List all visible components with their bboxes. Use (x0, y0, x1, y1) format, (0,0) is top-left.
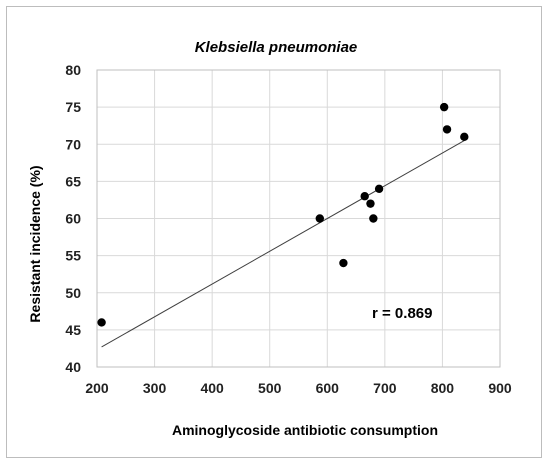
y-tick-label: 40 (65, 359, 81, 375)
y-tick-label: 80 (65, 62, 81, 78)
x-tick-label: 800 (431, 380, 455, 396)
plot-area (96, 69, 501, 368)
data-point (366, 199, 375, 208)
chart-frame (6, 6, 542, 458)
y-tick-label: 45 (65, 322, 81, 338)
x-tick-label: 700 (373, 380, 397, 396)
y-tick-labels: 40 45 50 55 60 65 70 75 80 (65, 62, 81, 375)
data-point (374, 184, 384, 193)
chart-title: Klebsiella pneumoniae (195, 39, 358, 56)
x-axis-label: Aminoglycoside antibiotic consumption (172, 422, 438, 438)
data-point (369, 214, 378, 223)
data-point (460, 132, 469, 142)
x-tick-label: 600 (316, 380, 340, 396)
y-tick-label: 60 (65, 211, 81, 227)
data-point (315, 214, 325, 223)
data-points (97, 102, 469, 327)
y-tick-label: 55 (65, 248, 81, 264)
x-tick-label: 400 (200, 380, 224, 396)
y-tick-label: 65 (65, 173, 81, 189)
trendline (101, 140, 465, 348)
x-tick-labels: 200 300 400 500 600 700 800 900 (85, 380, 512, 396)
y-tick-label: 75 (65, 99, 81, 115)
data-point (439, 102, 449, 112)
y-tick-label: 50 (65, 285, 81, 301)
y-axis-label: Resistant incidence (%) (27, 165, 43, 322)
correlation-annotation: r = 0.869 (372, 305, 432, 322)
y-tick-label: 70 (65, 136, 81, 152)
x-tick-label: 500 (258, 380, 282, 396)
data-point (97, 318, 106, 327)
data-point (360, 192, 369, 201)
x-tick-label: 300 (143, 380, 167, 396)
data-point (442, 125, 452, 134)
grid (96, 69, 501, 368)
data-point (339, 258, 348, 268)
x-tick-label: 200 (85, 380, 109, 396)
x-tick-label: 900 (488, 380, 512, 396)
